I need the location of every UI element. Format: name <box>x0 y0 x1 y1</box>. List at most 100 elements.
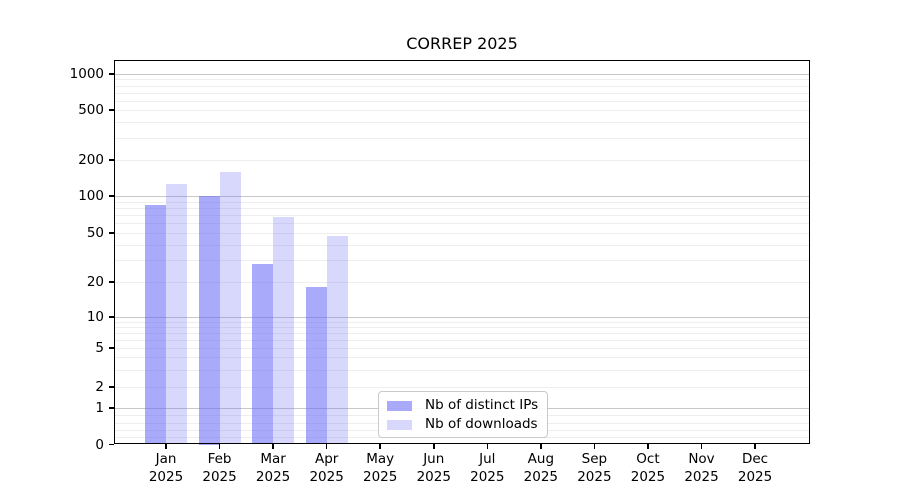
y-tick-mark <box>109 73 114 75</box>
y-tick-label: 100 <box>78 188 104 204</box>
y-tick-label: 5 <box>95 340 104 356</box>
gridline-minor <box>114 160 810 161</box>
x-tick-label-year: 2025 <box>309 468 344 485</box>
bar-distinct-ips <box>198 196 220 445</box>
x-tick-label-year: 2025 <box>577 468 612 485</box>
legend-item: Nb of downloads <box>387 415 539 434</box>
legend-swatch-downloads <box>387 419 412 430</box>
gridline-minor <box>114 233 810 234</box>
bar-downloads <box>273 217 295 445</box>
x-tick-label-month: May <box>366 451 395 467</box>
y-tick-mark <box>109 443 114 446</box>
x-tick-label-month: Oct <box>636 451 660 467</box>
x-tick-label: Feb 2025 <box>188 451 252 486</box>
x-tick-label-year: 2025 <box>202 468 237 485</box>
gridline-minor <box>114 260 810 262</box>
gridline-minor <box>114 79 810 81</box>
x-tick-label-year: 2025 <box>255 468 291 485</box>
y-tick-label: 1 <box>95 400 104 416</box>
y-tick-mark <box>109 232 114 234</box>
gridline-major <box>114 317 810 318</box>
x-tick-mark <box>486 444 489 449</box>
x-tick-label: Jun 2025 <box>402 451 466 486</box>
gridline-minor <box>114 369 810 371</box>
legend-label: Nb of distinct IPs <box>425 397 539 413</box>
gridline-minor <box>114 215 810 217</box>
x-tick-label-year: 2025 <box>363 468 398 485</box>
x-tick-label: Nov 2025 <box>670 451 734 486</box>
y-tick-label: 50 <box>86 225 104 241</box>
x-tick-label-year: 2025 <box>148 468 184 485</box>
y-tick-label: 1000 <box>69 66 104 82</box>
x-tick-label-year: 2025 <box>737 468 773 485</box>
x-tick-mark <box>218 444 221 449</box>
y-tick-label: 500 <box>78 102 104 118</box>
x-tick-label-year: 2025 <box>523 468 559 485</box>
bar-distinct-ips <box>145 204 166 445</box>
x-tick-label-month: Apr <box>314 451 339 467</box>
x-tick-label-year: 2025 <box>416 468 451 485</box>
legend-item: Nb of distinct IPs <box>387 396 539 415</box>
x-tick-label-month: Jan <box>155 451 177 467</box>
gridline-minor <box>114 282 810 283</box>
gridline-minor <box>114 348 810 349</box>
gridline-major <box>114 74 810 75</box>
gridline-minor <box>114 85 810 87</box>
x-tick-label-month: Mar <box>260 451 286 467</box>
legend-swatch-distinct-ips <box>387 400 412 411</box>
gridline-minor <box>114 357 810 359</box>
x-tick-label-year: 2025 <box>470 468 505 485</box>
gridline-minor <box>114 244 810 246</box>
gridline-minor <box>114 122 810 124</box>
gridline-minor <box>114 332 810 334</box>
x-tick-mark <box>647 444 649 449</box>
x-tick-label-month: Aug <box>527 451 555 467</box>
y-tick-label: 20 <box>86 274 104 290</box>
y-tick-label: 2 <box>95 379 104 395</box>
gridline-minor <box>114 326 810 328</box>
y-tick-mark <box>109 386 114 388</box>
x-tick-label-month: Feb <box>207 451 232 467</box>
bar-distinct-ips <box>252 264 274 445</box>
x-tick-label: Jan 2025 <box>134 451 198 486</box>
y-tick-label: 200 <box>78 152 104 168</box>
gridline-minor <box>114 137 810 139</box>
y-tick-label: 0 <box>95 436 104 453</box>
y-tick-label: 10 <box>86 309 104 325</box>
gridline-minor <box>114 201 810 203</box>
x-tick-label: Oct 2025 <box>616 451 680 486</box>
x-tick-mark <box>379 444 381 449</box>
gridline-minor <box>114 321 810 323</box>
gridline-minor <box>114 100 810 102</box>
x-tick-mark <box>540 444 542 449</box>
bar-downloads <box>166 184 187 445</box>
x-tick-label-month: Jun <box>423 451 445 467</box>
x-tick-label: May 2025 <box>348 451 412 486</box>
gridline-minor <box>114 110 810 111</box>
y-tick-mark <box>109 316 114 318</box>
bar-downloads <box>219 171 241 445</box>
gridline-major <box>114 196 810 197</box>
x-tick-label-month: Sep <box>581 451 608 467</box>
y-tick-mark <box>109 109 114 111</box>
gridline-minor <box>114 92 810 94</box>
y-tick-mark <box>109 347 114 349</box>
x-tick-label: Mar 2025 <box>241 451 305 486</box>
y-tick-mark <box>109 407 114 409</box>
x-tick-mark <box>433 444 435 449</box>
legend: Nb of distinct IPs Nb of downloads <box>378 391 548 438</box>
x-tick-mark <box>165 444 167 449</box>
x-tick-label-month: Dec <box>741 451 769 467</box>
plot-area <box>114 60 810 445</box>
gridline-minor <box>114 339 810 341</box>
bar-downloads <box>326 236 348 445</box>
gridline-minor <box>114 387 810 388</box>
x-tick-mark <box>272 444 274 449</box>
gridline-minor <box>114 207 810 209</box>
x-tick-mark <box>593 444 596 449</box>
y-tick-mark <box>109 281 114 283</box>
y-tick-mark <box>109 195 114 197</box>
x-tick-label: Aug 2025 <box>509 451 573 486</box>
bar-distinct-ips <box>305 287 327 445</box>
